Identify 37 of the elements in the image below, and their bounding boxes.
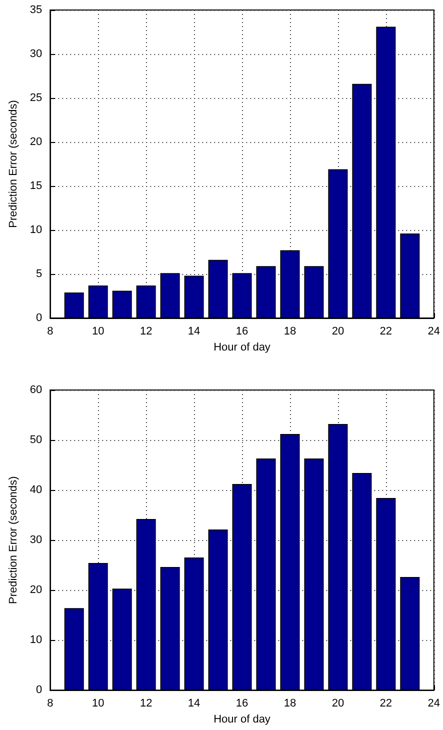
x-tick-label: 16 [236, 326, 248, 338]
y-axis-title: Prediction Error (seconds) [8, 476, 20, 604]
y-tick-label: 5 [36, 268, 42, 280]
y-tick-label: 0 [36, 312, 42, 324]
y-tick-label: 40 [30, 484, 42, 496]
y-tick-label: 25 [30, 92, 42, 104]
x-tick-label: 22 [380, 326, 392, 338]
y-tick-label: 15 [30, 180, 42, 192]
y-tick-label: 60 [30, 384, 42, 396]
y-tick-label: 50 [30, 434, 42, 446]
x-tick-label: 24 [428, 698, 440, 710]
x-tick-label: 12 [140, 698, 152, 710]
y-tick-label: 30 [30, 534, 42, 546]
x-tick-label: 10 [92, 326, 104, 338]
x-tick-label: 22 [380, 698, 392, 710]
x-tick-label: 16 [236, 698, 248, 710]
x-tick-label: 8 [47, 698, 54, 710]
x-tick-label: 18 [284, 698, 296, 710]
y-tick-label: 0 [36, 684, 42, 696]
y-tick-label: 20 [30, 584, 42, 596]
y-tick-label: 20 [30, 136, 42, 148]
x-tick-label: 20 [332, 698, 344, 710]
y-tick-label: 30 [30, 48, 42, 60]
y-tick-label: 10 [30, 224, 42, 236]
x-tick-label: 12 [140, 326, 152, 338]
x-tick-label: 10 [92, 698, 104, 710]
x-tick-label: 18 [284, 326, 296, 338]
y-tick-label: 10 [30, 634, 42, 646]
x-tick-label: 24 [428, 326, 440, 338]
x-tick-label: 8 [47, 326, 54, 338]
x-axis-title: Hour of day [214, 341, 271, 354]
x-tick-label: 20 [332, 326, 344, 338]
x-axis-title: Hour of day [214, 714, 271, 726]
y-tick-label: 35 [30, 4, 42, 16]
y-axis-title: Prediction Error (seconds) [8, 100, 20, 228]
x-tick-label: 14 [188, 326, 200, 338]
x-tick-label: 14 [188, 698, 200, 710]
